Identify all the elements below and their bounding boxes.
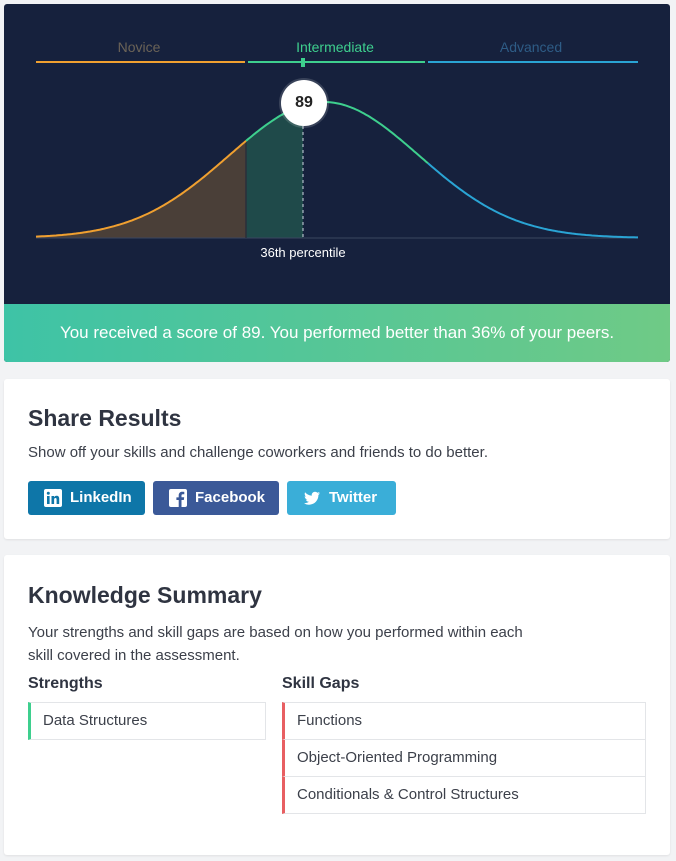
intermediate-area: [246, 105, 303, 238]
strength-item: Data Structures: [28, 702, 266, 740]
score-bubble: 89: [281, 80, 327, 126]
knowledge-summary-title: Knowledge Summary: [28, 582, 262, 608]
linkedin-icon: [44, 489, 62, 507]
curve-novice: [35, 140, 247, 238]
facebook-icon: [169, 489, 187, 507]
knowledge-summary-description: Your strengths and skill gaps are based …: [28, 624, 523, 664]
strengths-list: Data Structures: [28, 702, 266, 740]
level-label-novice: Novice: [117, 39, 161, 55]
twitter-button-label: Twitter: [329, 489, 378, 506]
level-label-advanced: Advanced: [499, 39, 563, 55]
skill-gap-item: Conditionals & Control Structures: [282, 776, 646, 814]
facebook-share-button[interactable]: Facebook: [153, 481, 279, 515]
skill-gaps-heading: Skill Gaps: [282, 675, 360, 692]
linkedin-button-label: LinkedIn: [70, 489, 132, 506]
score-distribution-chart: [35, 58, 638, 239]
level-bar-score-tick: [301, 58, 305, 67]
skill-gap-item: Object-Oriented Programming: [282, 739, 646, 777]
level-label-intermediate: Intermediate: [296, 39, 374, 55]
share-results-title: Share Results: [28, 405, 182, 431]
share-results-description: Show off your skills and challenge cowor…: [28, 444, 488, 461]
novice-area: [36, 140, 246, 238]
curve-intermediate: [245, 101, 429, 165]
knowledge-summary-card: Knowledge Summary Your strengths and ski…: [4, 555, 670, 855]
percentile-label: 36th percentile: [260, 245, 346, 260]
strengths-heading: Strengths: [28, 675, 103, 692]
twitter-icon: [304, 491, 320, 505]
linkedin-share-button[interactable]: LinkedIn: [28, 481, 145, 515]
skill-gap-item: Functions: [282, 702, 646, 740]
twitter-share-button[interactable]: Twitter: [287, 481, 396, 515]
score-summary-banner: You received a score of 89. You performe…: [4, 304, 670, 362]
curve-advanced: [427, 162, 638, 239]
skill-gaps-list: Functions Object-Oriented Programming Co…: [282, 702, 646, 814]
score-hero: Novice Intermediate Advanced 89 36th per…: [4, 4, 670, 362]
share-results-card: Share Results Show off your skills and c…: [4, 379, 670, 539]
facebook-button-label: Facebook: [195, 489, 266, 506]
